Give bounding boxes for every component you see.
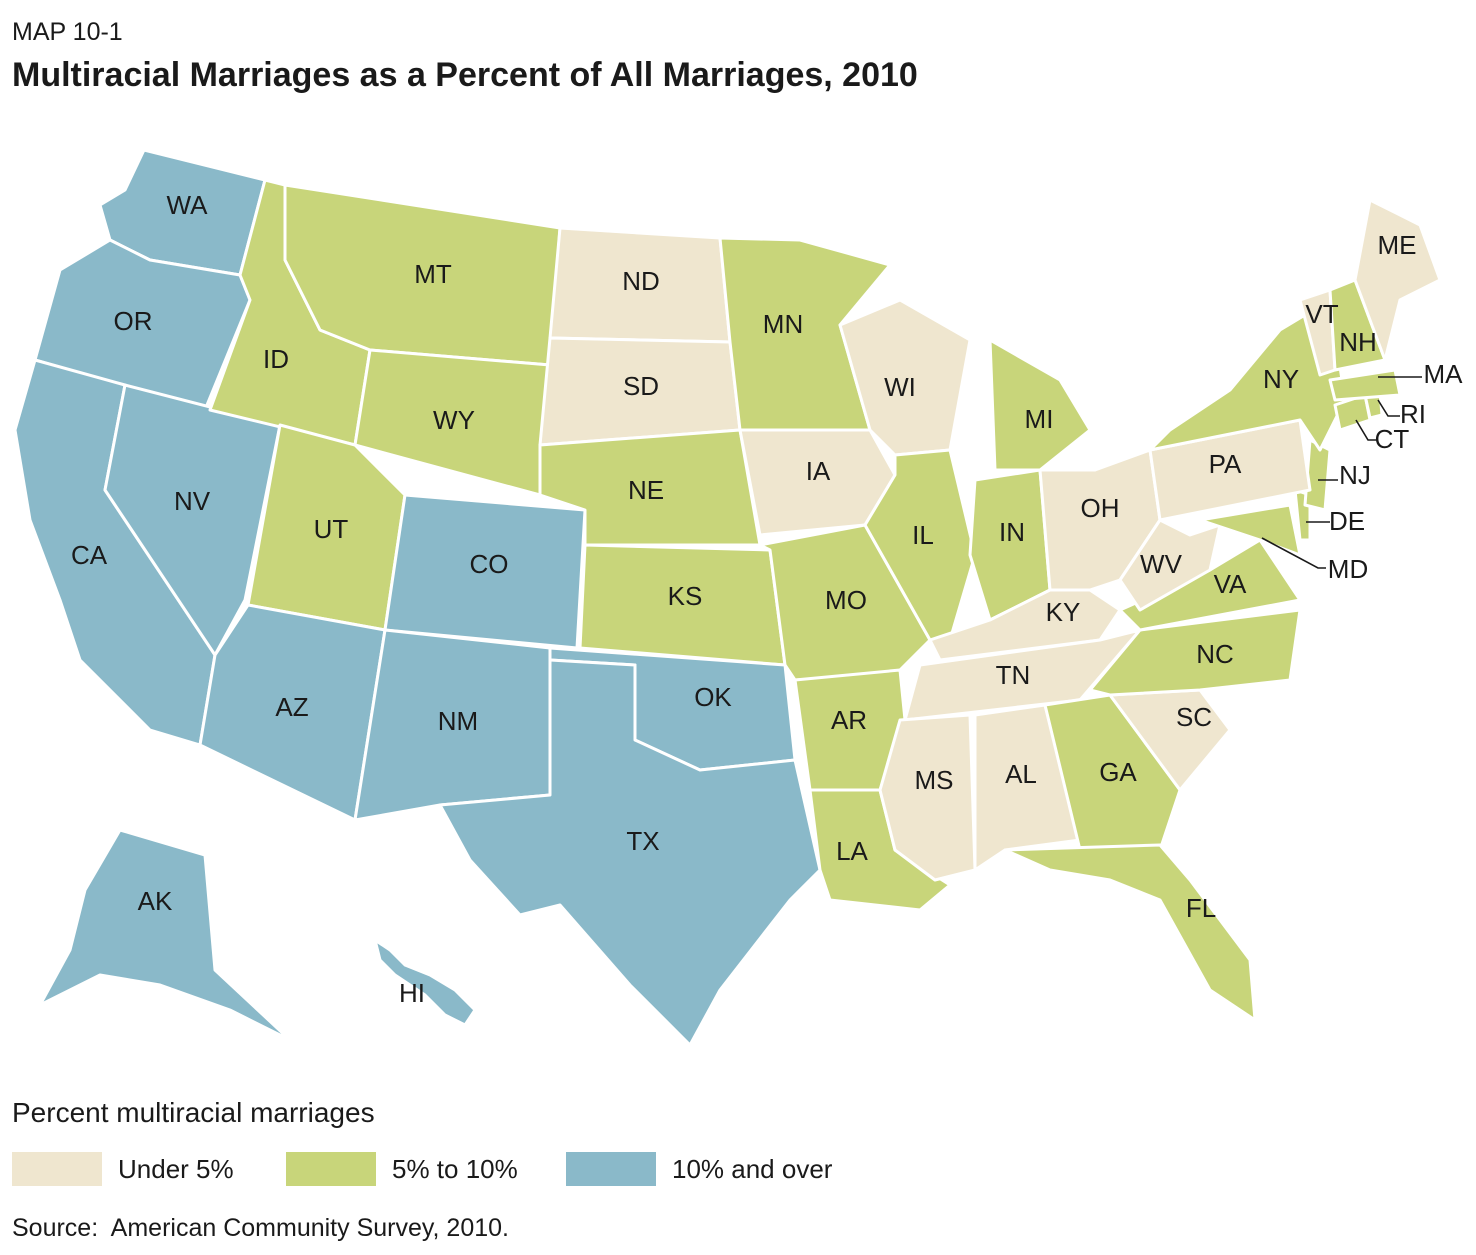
state-label-co: CO [470,549,509,579]
state-shapes [13,148,1442,1047]
state-label-tx: TX [626,826,659,856]
state-label-nh: NH [1339,327,1377,357]
leader-lines [1261,376,1422,569]
legend-swatch-under-5 [12,1152,102,1186]
state-label-ia: IA [806,456,831,486]
legend-swatch-10-and-over [566,1152,656,1186]
state-label-il: IL [912,520,934,550]
state-label-ks: KS [668,581,703,611]
state-label-vt: VT [1305,299,1338,329]
legend-label-5-to-10: 5% to 10% [392,1154,518,1184]
leader-line-ri [1377,399,1400,417]
legend-title: Percent multiracial marriages [12,1097,375,1128]
state-label-ct: CT [1375,424,1410,454]
state-label-nd: ND [622,266,660,296]
state-label-fl: FL [1186,893,1216,923]
state-label-wi: WI [884,372,916,402]
state-label-ar: AR [831,705,867,735]
state-label-or: OR [114,306,153,336]
state-label-va: VA [1214,569,1247,599]
state-md [1198,503,1302,557]
state-label-md: MD [1328,554,1368,584]
source-note: Source: American Community Survey, 2010. [12,1214,509,1242]
state-label-ny: NY [1263,364,1299,394]
state-fl [1003,843,1257,1022]
state-label-ma: MA [1424,359,1464,389]
state-label-pa: PA [1209,449,1242,479]
legend-swatch-5-to-10 [286,1152,376,1186]
state-label-wv: WV [1140,549,1183,579]
state-label-in: IN [999,517,1025,547]
state-label-ne: NE [628,475,664,505]
state-label-nm: NM [438,706,478,736]
state-label-id: ID [263,344,289,374]
state-label-de: DE [1329,506,1365,536]
state-me [1353,198,1442,362]
state-label-nc: NC [1196,639,1234,669]
state-label-nv: NV [174,486,211,516]
state-label-mi: MI [1025,404,1054,434]
state-label-al: AL [1005,759,1037,789]
state-label-ga: GA [1099,757,1137,787]
state-az [198,603,387,822]
state-mi [988,338,1092,472]
state-label-az: AZ [275,692,308,722]
state-label-ok: OK [694,682,732,712]
state-label-ut: UT [314,514,349,544]
state-label-mo: MO [825,585,867,615]
state-label-ak: AK [138,886,173,916]
leader-line-ct [1355,419,1378,441]
state-labels: WA OR CA NV ID MT WY UT AZ CO NM ND SD NE KS OK TX MN IA MO… [71,190,1463,1008]
state-or [33,238,252,412]
state-label-ky: KY [1046,597,1081,627]
state-label-me: ME [1378,230,1417,260]
state-label-ri: RI [1400,399,1426,429]
state-label-nj: NJ [1339,460,1371,490]
state-label-sd: SD [623,371,659,401]
legend-label-under-5: Under 5% [118,1154,234,1184]
state-ga [1043,693,1182,852]
state-label-sc: SC [1176,702,1212,732]
state-label-wa: WA [167,190,209,220]
state-co [383,493,587,650]
state-label-hi: HI [399,978,425,1008]
state-hi [373,938,477,1027]
state-label-mt: MT [414,259,452,289]
state-label-wy: WY [433,405,475,435]
map-number-label: MAP 10-1 [12,18,123,46]
state-label-tn: TN [996,660,1031,690]
legend-label-10-and-over: 10% and over [672,1154,833,1184]
state-label-mn: MN [763,309,803,339]
map-title: Multiracial Marriages as a Percent of Al… [12,56,918,94]
state-tx [438,658,822,1047]
state-ms [878,713,977,882]
state-label-ms: MS [915,765,954,795]
state-nc [1088,608,1302,697]
state-ak [38,828,292,1042]
state-label-la: LA [836,836,868,866]
state-label-oh: OH [1081,493,1120,523]
state-label-ca: CA [71,540,108,570]
leader-line-md [1261,537,1326,569]
